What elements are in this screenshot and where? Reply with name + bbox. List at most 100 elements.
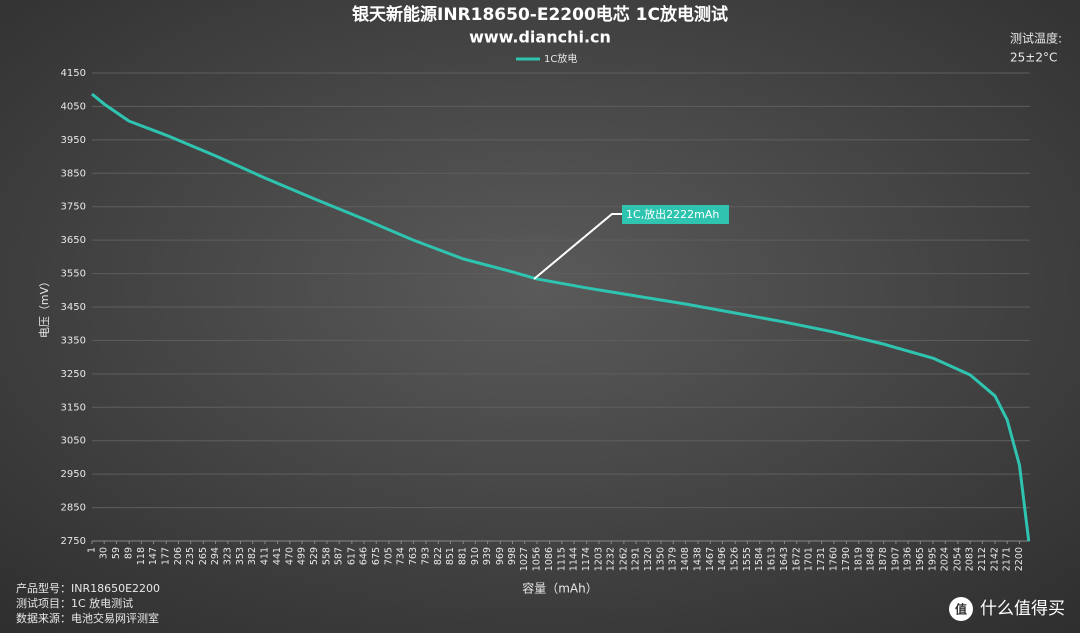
x-tick-label: 294 [210, 547, 221, 565]
x-tick-label: 382 [247, 547, 258, 565]
y-tick-label: 4150 [61, 68, 86, 79]
annotation: 1C,放出2222mAh [626, 207, 719, 221]
x-tick-label: 1262 [618, 547, 629, 571]
footer-line: 测试项目：1C 放电测试 [16, 596, 133, 610]
x-tick-label: 1878 [878, 547, 889, 571]
x-tick-label: 763 [408, 547, 419, 565]
x-tick-label: 646 [359, 547, 370, 565]
y-tick-label: 3750 [61, 202, 86, 213]
x-tick-label: 1526 [730, 547, 741, 571]
x-tick-label: 2200 [1014, 547, 1025, 571]
x-tick-label: 705 [383, 547, 394, 565]
x-tick-label: 587 [334, 547, 345, 565]
x-tick-label: 969 [495, 547, 506, 565]
x-tick-label: 1291 [631, 547, 642, 571]
line [91, 92, 1031, 542]
x-tick-label: 1350 [655, 547, 666, 571]
x-tick-label: 734 [396, 547, 407, 565]
x-tick-label: 1584 [754, 547, 765, 571]
x-tick-label: 2024 [940, 547, 951, 571]
x-tick-label: 910 [470, 547, 481, 565]
x-tick-label: 1408 [680, 547, 691, 571]
x-tick-label: 793 [421, 547, 432, 565]
x-tick-label: 939 [482, 547, 493, 565]
watermark-icon [949, 597, 973, 621]
y-tick-label: 3650 [61, 235, 86, 246]
x-tick-label: 675 [371, 547, 382, 565]
x-tick-label: 558 [321, 547, 332, 565]
y-tick-label: 2750 [61, 536, 86, 547]
x-tick-label: 353 [235, 547, 246, 565]
chart-title: 银天新能源INR18650-E2200电芯 1C放电测试 [352, 4, 728, 25]
x-tick-label: 1643 [779, 547, 790, 571]
y-tick-label: 2950 [61, 469, 86, 480]
x-tick-label: 1701 [803, 547, 814, 571]
x-tick-label: 1672 [791, 547, 802, 571]
legend-label: 1C放电 [544, 52, 577, 65]
y-tick-label: 3050 [61, 436, 86, 447]
x-tick-label: 2171 [1002, 547, 1013, 571]
x-tick-label: 89 [124, 547, 135, 559]
x-tick-label: 1086 [544, 547, 555, 571]
x-tick-label: 1613 [766, 547, 777, 571]
x-tick-label: 1 [87, 547, 98, 553]
x-tick-label: 1232 [606, 547, 617, 571]
x-tick-label: 1760 [828, 547, 839, 571]
x-tick-label: 1496 [717, 547, 728, 571]
y-tick-label: 3550 [61, 269, 86, 280]
x-tick-label: 2112 [977, 547, 988, 571]
x-tick-label: 235 [185, 547, 196, 565]
x-tick-label: 177 [161, 547, 172, 565]
x-tick-label: 206 [173, 547, 184, 565]
y-tick-label: 3950 [61, 135, 86, 146]
y-tick-label: 3850 [61, 168, 86, 179]
x-tick-label: 30 [99, 547, 110, 559]
y-tick-label: 3250 [61, 369, 86, 380]
x-tick-label: 59 [111, 547, 122, 559]
y-tick-label: 2850 [61, 503, 86, 514]
x-tick-label: 1555 [742, 547, 753, 571]
x-tick-label: 2054 [952, 547, 963, 571]
x-tick-label: 1848 [865, 547, 876, 571]
x-tick-label: 1056 [531, 547, 542, 571]
x-tick-label: 998 [507, 547, 518, 565]
x-tick-label: 1174 [581, 547, 592, 571]
y-tick-label: 3350 [61, 335, 86, 346]
y-tick-label: 4050 [61, 101, 86, 112]
x-tick-label: 1115 [556, 547, 567, 571]
note-value: 25±2°C [1010, 51, 1057, 65]
x-tick-label: 147 [148, 547, 159, 565]
x-tick-label: 411 [259, 547, 270, 565]
x-tick-label: 470 [284, 547, 295, 565]
watermark: 什么值得买 [980, 599, 1065, 619]
note-title: 测试温度: [1010, 31, 1062, 46]
x-tick-label: 1144 [569, 547, 580, 571]
x-tick-label: 822 [433, 547, 444, 565]
x-tick-label: 1467 [705, 547, 716, 571]
x-tick-label: 1320 [643, 547, 654, 571]
chart-subtitle: www.dianchi.cn [469, 28, 611, 47]
x-tick-label: 881 [458, 547, 469, 565]
x-tick-label: 2083 [965, 547, 976, 571]
x-tick-label: 1995 [927, 547, 938, 571]
x-tick-label: 1819 [853, 547, 864, 571]
x-tick-label: 1790 [841, 547, 852, 571]
y-tick-label: 3150 [61, 402, 86, 413]
x-tick-label: 499 [297, 547, 308, 565]
x-tick-label: 1731 [816, 547, 827, 571]
x-tick-label: 617 [346, 547, 357, 565]
x-tick-label: 2142 [989, 547, 1000, 571]
watermark-icon-text: 值 [955, 602, 967, 617]
x-tick-label: 529 [309, 547, 320, 565]
footer-line: 数据来源：电池交易网评测室 [16, 611, 159, 625]
x-tick-label: 851 [445, 547, 456, 565]
annotation-box [622, 205, 729, 224]
x-axis-label: 容量（mAh） [522, 581, 598, 596]
x-tick-label: 1936 [903, 547, 914, 571]
y-tick-label: 3450 [61, 302, 86, 313]
x-tick-label: 1965 [915, 547, 926, 571]
x-tick-label: 265 [198, 547, 209, 565]
annotation-leader [533, 213, 622, 280]
